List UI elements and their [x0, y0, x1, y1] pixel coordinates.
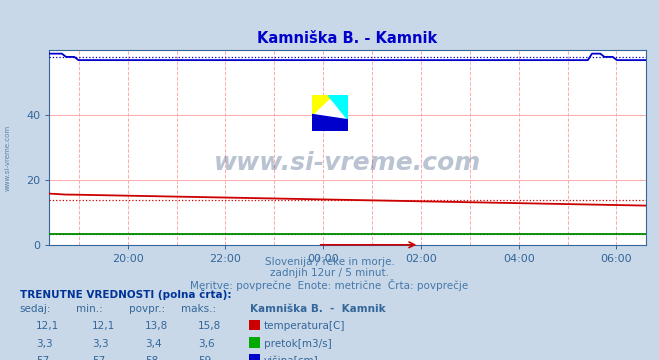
Text: 15,8: 15,8: [198, 321, 221, 332]
Text: 3,3: 3,3: [92, 339, 109, 349]
Text: 12,1: 12,1: [36, 321, 59, 332]
Text: www.si-vreme.com: www.si-vreme.com: [5, 125, 11, 192]
Text: 3,6: 3,6: [198, 339, 214, 349]
Text: www.si-vreme.com: www.si-vreme.com: [214, 151, 481, 175]
Text: zadnjih 12ur / 5 minut.: zadnjih 12ur / 5 minut.: [270, 268, 389, 278]
Text: 58: 58: [145, 356, 158, 360]
Text: Meritve: povprečne  Enote: metrične  Črta: povprečje: Meritve: povprečne Enote: metrične Črta:…: [190, 279, 469, 291]
Text: 13,8: 13,8: [145, 321, 168, 332]
Text: višina[cm]: višina[cm]: [264, 356, 318, 360]
Text: 59: 59: [198, 356, 211, 360]
Text: 57: 57: [36, 356, 49, 360]
Text: Slovenija / reke in morje.: Slovenija / reke in morje.: [264, 257, 395, 267]
Polygon shape: [312, 95, 331, 114]
Text: 57: 57: [92, 356, 105, 360]
Text: povpr.:: povpr.:: [129, 304, 165, 314]
Text: temperatura[C]: temperatura[C]: [264, 321, 345, 332]
Text: sedaj:: sedaj:: [20, 304, 51, 314]
Text: TRENUTNE VREDNOSTI (polna črta):: TRENUTNE VREDNOSTI (polna črta):: [20, 290, 231, 300]
Title: Kamniška B. - Kamnik: Kamniška B. - Kamnik: [258, 31, 438, 46]
Text: Kamniška B.  -  Kamnik: Kamniška B. - Kamnik: [250, 304, 386, 314]
Text: min.:: min.:: [76, 304, 103, 314]
Text: 3,4: 3,4: [145, 339, 161, 349]
Text: pretok[m3/s]: pretok[m3/s]: [264, 339, 331, 349]
Polygon shape: [312, 95, 348, 131]
Text: 3,3: 3,3: [36, 339, 53, 349]
Text: 12,1: 12,1: [92, 321, 115, 332]
Polygon shape: [328, 95, 348, 120]
Polygon shape: [312, 114, 348, 131]
Text: maks.:: maks.:: [181, 304, 216, 314]
